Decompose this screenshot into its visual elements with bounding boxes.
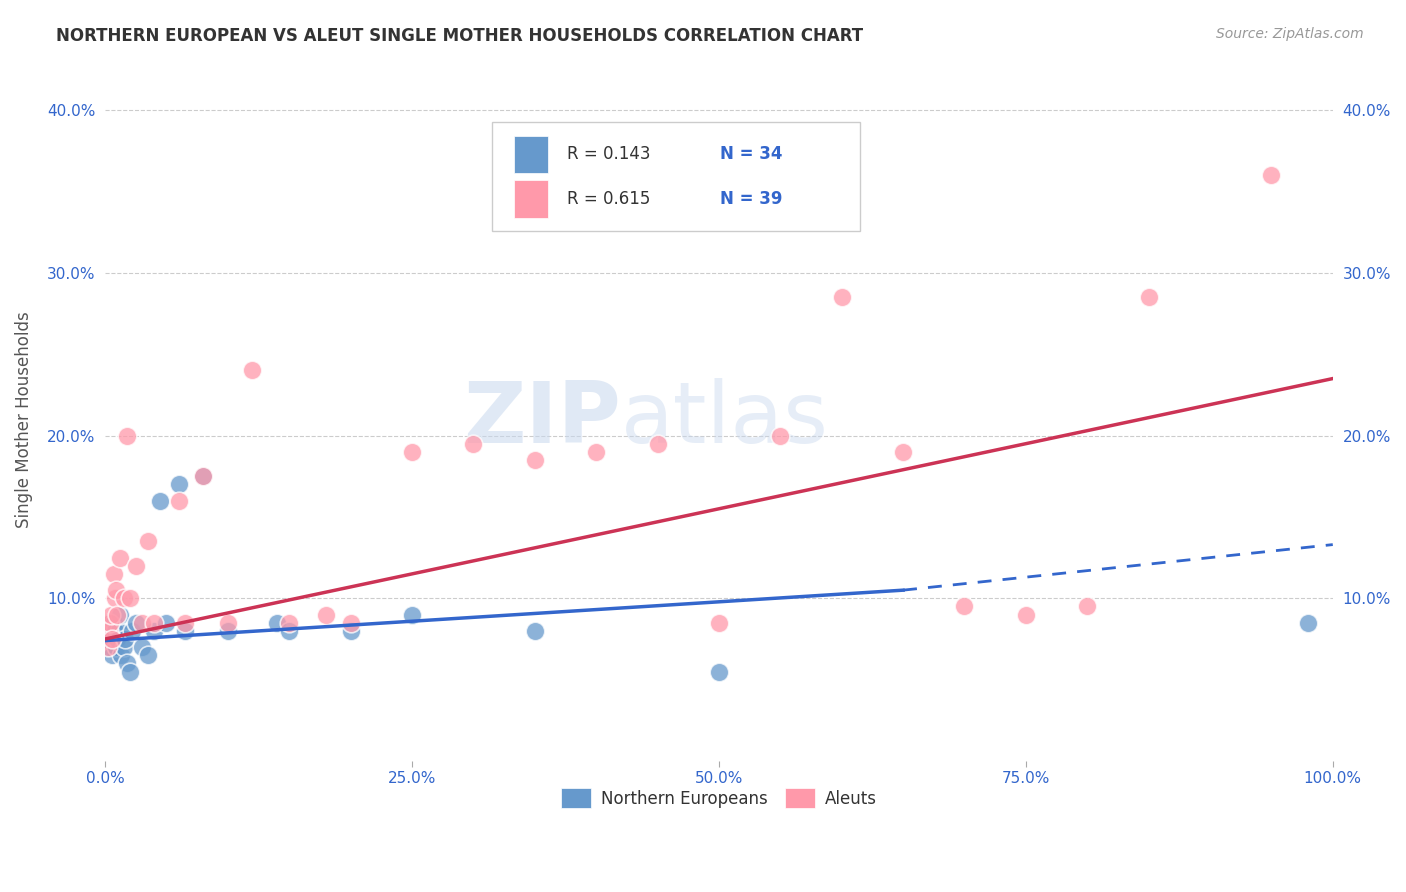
- Point: [112, 640, 135, 654]
- Point: [167, 493, 190, 508]
- Text: R = 0.615: R = 0.615: [567, 190, 650, 208]
- Point: [174, 615, 197, 630]
- Point: [97, 640, 120, 654]
- Point: [118, 665, 141, 679]
- Point: [1296, 615, 1319, 630]
- Legend: Northern Europeans, Aleuts: Northern Europeans, Aleuts: [554, 781, 883, 814]
- Point: [97, 624, 120, 638]
- Point: [136, 534, 159, 549]
- Point: [105, 640, 128, 654]
- Point: [121, 624, 143, 638]
- Point: [174, 624, 197, 638]
- Point: [97, 632, 120, 646]
- Text: ZIP: ZIP: [463, 377, 620, 461]
- Point: [523, 453, 546, 467]
- Text: R = 0.143: R = 0.143: [567, 145, 650, 163]
- Text: N = 34: N = 34: [720, 145, 783, 163]
- Point: [217, 615, 239, 630]
- Text: NORTHERN EUROPEAN VS ALEUT SINGLE MOTHER HOUSEHOLDS CORRELATION CHART: NORTHERN EUROPEAN VS ALEUT SINGLE MOTHER…: [56, 27, 863, 45]
- Text: N = 39: N = 39: [720, 190, 783, 208]
- Point: [315, 607, 337, 622]
- Point: [1015, 607, 1038, 622]
- Point: [112, 591, 135, 606]
- Point: [339, 615, 361, 630]
- Text: Source: ZipAtlas.com: Source: ZipAtlas.com: [1216, 27, 1364, 41]
- Point: [115, 657, 138, 671]
- Point: [193, 469, 215, 483]
- FancyBboxPatch shape: [515, 136, 548, 173]
- Point: [108, 607, 131, 622]
- Point: [118, 591, 141, 606]
- Point: [278, 615, 301, 630]
- Text: atlas: atlas: [620, 377, 828, 461]
- Point: [523, 624, 546, 638]
- Point: [266, 615, 288, 630]
- Point: [136, 648, 159, 663]
- Point: [278, 624, 301, 638]
- Point: [103, 615, 125, 630]
- Point: [105, 632, 128, 646]
- Point: [125, 615, 148, 630]
- Point: [339, 624, 361, 638]
- Point: [131, 640, 153, 654]
- Point: [167, 477, 190, 491]
- Point: [101, 632, 124, 646]
- Point: [707, 615, 730, 630]
- FancyBboxPatch shape: [515, 180, 548, 218]
- Point: [104, 624, 127, 638]
- Point: [891, 445, 914, 459]
- Point: [143, 624, 166, 638]
- Point: [831, 290, 853, 304]
- Point: [401, 445, 423, 459]
- Point: [769, 428, 792, 442]
- Point: [953, 599, 976, 614]
- Point: [131, 615, 153, 630]
- Point: [585, 445, 607, 459]
- Point: [114, 632, 136, 646]
- Point: [97, 615, 120, 630]
- Point: [125, 558, 148, 573]
- Point: [242, 363, 264, 377]
- Point: [149, 493, 172, 508]
- FancyBboxPatch shape: [492, 122, 860, 231]
- Point: [105, 607, 128, 622]
- Point: [1076, 599, 1098, 614]
- Point: [101, 648, 124, 663]
- Point: [98, 615, 121, 630]
- Point: [104, 591, 127, 606]
- Point: [707, 665, 730, 679]
- Point: [1137, 290, 1160, 304]
- Point: [647, 436, 669, 450]
- Point: [193, 469, 215, 483]
- Point: [107, 624, 129, 638]
- Point: [155, 615, 177, 630]
- Point: [100, 607, 122, 622]
- Point: [105, 583, 128, 598]
- Point: [463, 436, 485, 450]
- Point: [108, 550, 131, 565]
- Point: [110, 648, 132, 663]
- Point: [103, 566, 125, 581]
- Point: [401, 607, 423, 622]
- Y-axis label: Single Mother Households: Single Mother Households: [15, 311, 32, 528]
- Point: [143, 615, 166, 630]
- Point: [115, 428, 138, 442]
- Point: [100, 640, 122, 654]
- Point: [98, 624, 121, 638]
- Point: [217, 624, 239, 638]
- Point: [1260, 168, 1282, 182]
